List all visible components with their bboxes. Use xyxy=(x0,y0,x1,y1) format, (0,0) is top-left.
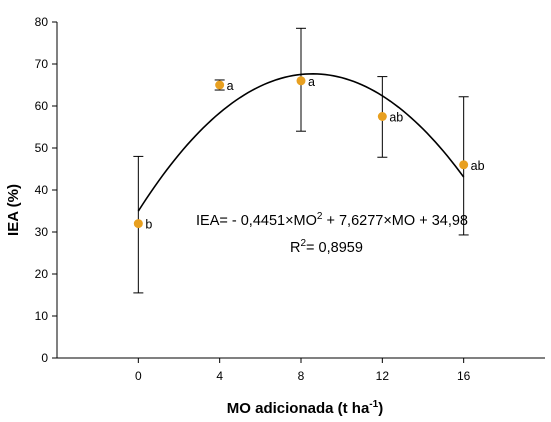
y-tick-label: 0 xyxy=(41,351,48,365)
x-tick-label: 4 xyxy=(216,369,223,383)
y-tick-label: 70 xyxy=(35,57,49,71)
point-label: ab xyxy=(471,159,485,173)
x-axis-label-end: ) xyxy=(378,400,383,417)
x-axis-label-main: MO adicionada (t ha xyxy=(227,400,370,417)
point-label: b xyxy=(145,218,152,232)
axes-layer: 0 10 20 30 40 50 60 70 80 0 4 8 12 16 xyxy=(35,15,545,383)
data-point xyxy=(377,112,387,121)
equation-part1: IEA= - 0,4451×MO xyxy=(196,213,317,229)
regression-equation: IEA= - 0,4451×MO2 + 7,6277×MO + 34,98 xyxy=(196,211,468,229)
point-label: a xyxy=(227,79,234,93)
x-tick-label: 0 xyxy=(135,369,142,383)
x-axis-label: MO adicionada (t ha-1) xyxy=(227,399,383,417)
y-tick-label: 80 xyxy=(35,15,49,29)
data-point xyxy=(133,219,143,229)
data-point xyxy=(215,80,225,90)
r-squared-prefix: R xyxy=(290,240,300,256)
error-bars-layer xyxy=(133,27,469,294)
y-tick-label: 60 xyxy=(35,99,49,113)
r-squared-value: = 0,8959 xyxy=(306,240,363,256)
x-tick-label: 12 xyxy=(376,369,390,383)
y-tick-label: 30 xyxy=(35,225,49,239)
y-tick-label: 50 xyxy=(35,141,49,155)
r-squared: R2= 0,8959 xyxy=(290,238,363,256)
data-point xyxy=(459,160,469,170)
y-tick-label: 40 xyxy=(35,183,49,197)
equation-sup: 2 xyxy=(317,211,323,222)
x-axis-label-sup: -1 xyxy=(369,399,378,410)
data-point xyxy=(296,76,306,86)
point-label: ab xyxy=(389,111,403,125)
points-layer: b a a ab ab xyxy=(133,75,485,232)
x-tick-label: 16 xyxy=(457,369,471,383)
y-axis-label: IEA (%) xyxy=(5,184,22,236)
r-squared-sup: 2 xyxy=(300,238,306,249)
point-label: a xyxy=(308,75,315,89)
x-tick-label: 8 xyxy=(298,369,305,383)
y-tick-label: 10 xyxy=(35,309,49,323)
equation-part2: + 7,6277×MO + 34,98 xyxy=(322,213,468,229)
y-tick-label: 20 xyxy=(35,267,49,281)
